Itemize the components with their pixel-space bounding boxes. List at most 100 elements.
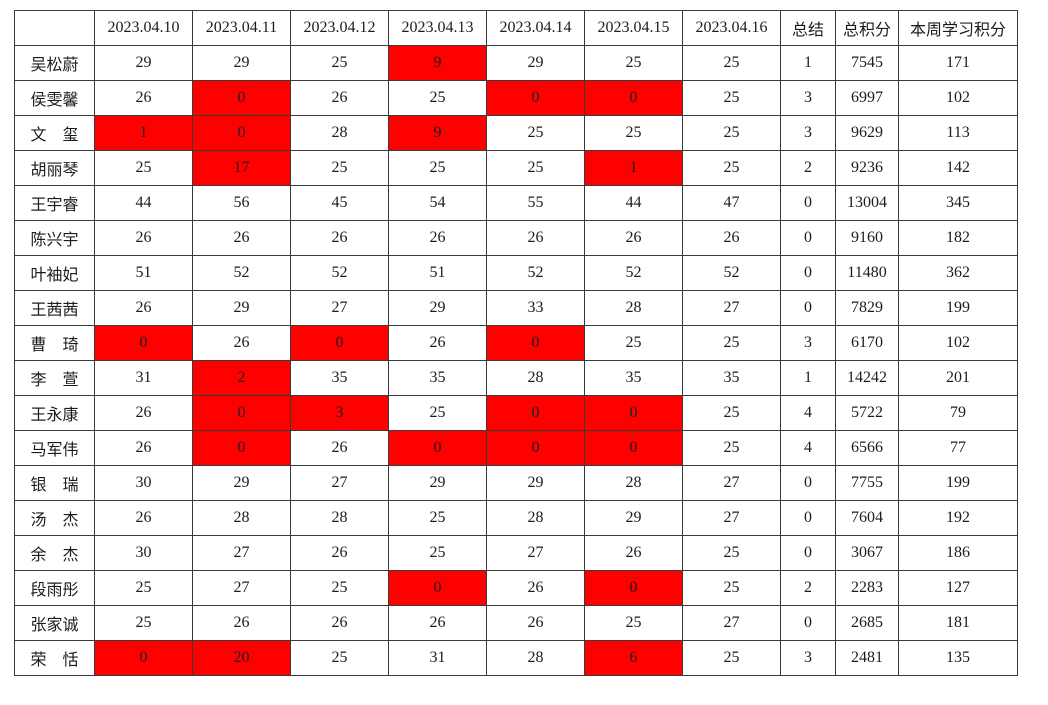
score-cell: 26 — [584, 220, 683, 256]
score-cell: 27 — [192, 535, 291, 571]
week-points-cell: 345 — [898, 185, 1018, 221]
total-points-cell: 7545 — [835, 45, 899, 81]
score-cell: 25 — [290, 150, 389, 186]
week-points-cell: 102 — [898, 325, 1018, 361]
total-points-cell: 2283 — [835, 570, 899, 606]
summary-cell: 0 — [780, 605, 836, 641]
total-points-cell: 9629 — [835, 115, 899, 151]
score-cell: 26 — [388, 325, 487, 361]
score-cell: 25 — [290, 570, 389, 606]
score-cell: 54 — [388, 185, 487, 221]
summary-cell: 0 — [780, 535, 836, 571]
flagged-score-cell: 0 — [192, 430, 291, 466]
score-cell: 30 — [94, 535, 193, 571]
table-row: 王茜茜 26 29 27 29 33 28 27 0 7829 199 — [14, 290, 1018, 326]
score-cell: 25 — [682, 535, 781, 571]
score-cell: 25 — [682, 640, 781, 676]
score-cell: 25 — [682, 80, 781, 116]
score-cell: 26 — [290, 80, 389, 116]
score-cell: 29 — [388, 465, 487, 501]
score-cell: 27 — [290, 465, 389, 501]
flagged-score-cell: 0 — [388, 430, 487, 466]
week-points-cell: 186 — [898, 535, 1018, 571]
score-cell: 25 — [584, 325, 683, 361]
summary-cell: 3 — [780, 640, 836, 676]
week-points-cell: 181 — [898, 605, 1018, 641]
score-cell: 52 — [584, 255, 683, 291]
summary-cell: 1 — [780, 45, 836, 81]
score-cell: 25 — [94, 570, 193, 606]
table-row: 马军伟 26 0 26 0 0 0 25 4 6566 77 — [14, 430, 1018, 466]
summary-cell: 3 — [780, 325, 836, 361]
table-row: 吴松蔚 29 29 25 9 29 25 25 1 7545 171 — [14, 45, 1018, 81]
student-name: 荣 恬 — [14, 640, 95, 676]
student-name: 余 杰 — [14, 535, 95, 571]
score-cell: 26 — [94, 290, 193, 326]
score-cell: 25 — [94, 605, 193, 641]
week-points-cell: 79 — [898, 395, 1018, 431]
score-cell: 25 — [388, 535, 487, 571]
score-cell: 28 — [584, 465, 683, 501]
student-name: 王茜茜 — [14, 290, 95, 326]
date-column-header: 2023.04.15 — [584, 10, 683, 46]
week-points-cell: 362 — [898, 255, 1018, 291]
table-row: 文 玺 1 0 28 9 25 25 25 3 9629 113 — [14, 115, 1018, 151]
student-name: 曹 琦 — [14, 325, 95, 361]
score-cell: 26 — [486, 570, 585, 606]
flagged-score-cell: 17 — [192, 150, 291, 186]
flagged-score-cell: 20 — [192, 640, 291, 676]
score-cell: 28 — [486, 500, 585, 536]
week-points-cell: 171 — [898, 45, 1018, 81]
summary-cell: 0 — [780, 255, 836, 291]
score-cell: 28 — [486, 360, 585, 396]
score-cell: 25 — [290, 640, 389, 676]
score-cell: 29 — [94, 45, 193, 81]
flagged-score-cell: 0 — [192, 115, 291, 151]
score-cell: 25 — [584, 605, 683, 641]
student-name: 陈兴宇 — [14, 220, 95, 256]
student-name: 吴松蔚 — [14, 45, 95, 81]
student-name: 文 玺 — [14, 115, 95, 151]
week-points-cell: 113 — [898, 115, 1018, 151]
date-column-header: 2023.04.12 — [290, 10, 389, 46]
score-cell: 55 — [486, 185, 585, 221]
week-points-cell: 127 — [898, 570, 1018, 606]
total-points-cell: 7604 — [835, 500, 899, 536]
score-cell: 35 — [388, 360, 487, 396]
score-cell: 51 — [388, 255, 487, 291]
total-points-cell: 14242 — [835, 360, 899, 396]
table-row: 侯雯馨 26 0 26 25 0 0 25 3 6997 102 — [14, 80, 1018, 116]
flagged-score-cell: 0 — [192, 395, 291, 431]
table-row: 叶袖妃 51 52 52 51 52 52 52 0 11480 362 — [14, 255, 1018, 291]
week-points-cell: 199 — [898, 290, 1018, 326]
score-cell: 26 — [486, 220, 585, 256]
score-cell: 25 — [682, 570, 781, 606]
flagged-score-cell: 9 — [388, 45, 487, 81]
score-cell: 25 — [486, 150, 585, 186]
week-points-cell: 135 — [898, 640, 1018, 676]
score-cell: 26 — [682, 220, 781, 256]
table-body: 吴松蔚 29 29 25 9 29 25 25 1 7545 171 侯雯馨 26 0 26 25 0 0 25 3 6… — [14, 45, 1018, 676]
total-points-cell: 11480 — [835, 255, 899, 291]
score-cell: 26 — [192, 220, 291, 256]
score-cell: 44 — [584, 185, 683, 221]
score-cell: 25 — [682, 150, 781, 186]
student-name: 叶袖妃 — [14, 255, 95, 291]
score-cell: 25 — [388, 150, 487, 186]
total-points-cell: 7829 — [835, 290, 899, 326]
score-cell: 26 — [584, 535, 683, 571]
total-points-cell: 6170 — [835, 325, 899, 361]
score-cell: 26 — [94, 395, 193, 431]
score-cell: 45 — [290, 185, 389, 221]
flagged-score-cell: 0 — [486, 395, 585, 431]
flagged-score-cell: 0 — [584, 80, 683, 116]
week-points-cell: 199 — [898, 465, 1018, 501]
flagged-score-cell: 0 — [388, 570, 487, 606]
flagged-score-cell: 0 — [94, 640, 193, 676]
score-cell: 26 — [94, 430, 193, 466]
score-cell: 25 — [682, 430, 781, 466]
summary-column-header: 总结 — [780, 10, 836, 46]
date-column-header: 2023.04.11 — [192, 10, 291, 46]
flagged-score-cell: 1 — [94, 115, 193, 151]
total-points-cell: 3067 — [835, 535, 899, 571]
